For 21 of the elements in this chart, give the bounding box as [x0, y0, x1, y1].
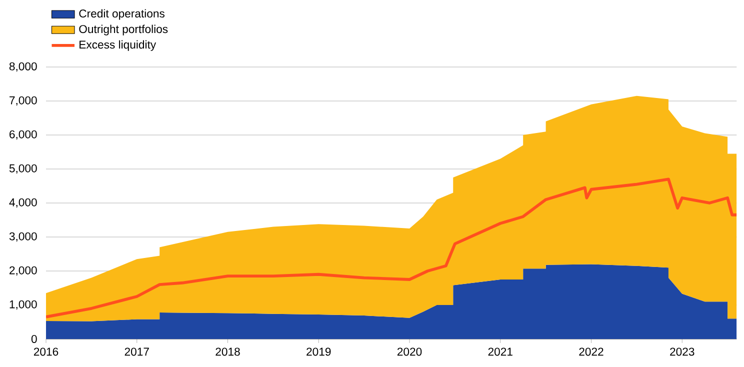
x-tick-label: 2019: [306, 348, 331, 356]
x-tick-label: 2022: [579, 348, 604, 356]
y-tick-label: 7,000: [10, 96, 37, 106]
y-tick-label: 1,000: [10, 300, 37, 310]
x-tick-label: 2023: [670, 348, 694, 356]
x-tick-label: 2017: [124, 348, 149, 356]
legend-label: Excess liquidity: [80, 40, 156, 51]
x-tick-label: 2018: [216, 348, 240, 356]
line-series: [46, 178, 737, 318]
y-tick-label: 2,000: [10, 266, 37, 276]
x-tick-label: 2016: [34, 348, 58, 356]
x-tick-label: 2021: [488, 348, 512, 356]
y-tick-label: 4,000: [9, 198, 37, 208]
x-tick-label: 2020: [397, 348, 422, 356]
legend-label: Credit operations: [79, 9, 164, 20]
y-tick-label: 5,000: [9, 164, 37, 174]
legend-label: Outright portfolios: [79, 24, 168, 36]
y-tick-label: 8,000: [9, 62, 37, 72]
y-tick-label: 3,000: [9, 232, 37, 242]
y-tick-label: 0: [31, 334, 37, 343]
y-tick-label: 6,000: [10, 130, 37, 140]
